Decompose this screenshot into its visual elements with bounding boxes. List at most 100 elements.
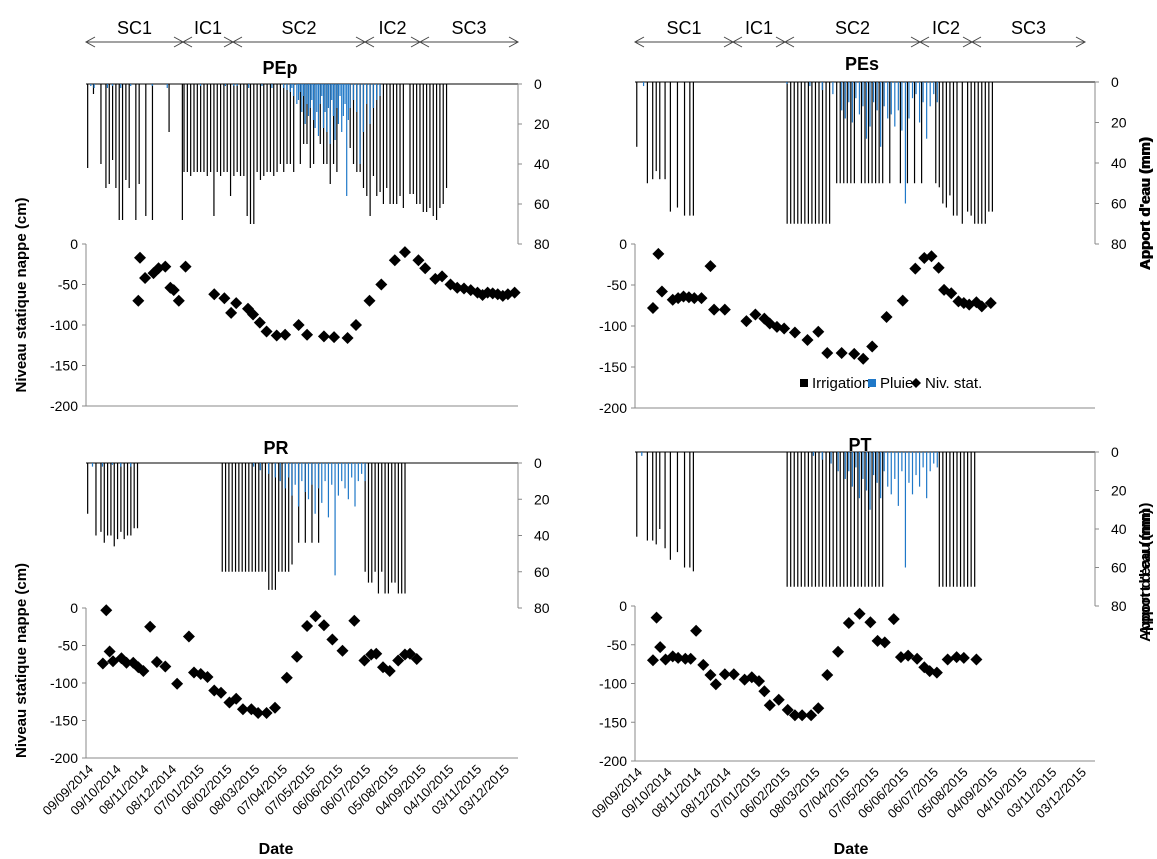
- x-axis-label: Date: [834, 841, 869, 858]
- level-point: [896, 294, 909, 307]
- level-point: [857, 352, 870, 365]
- level-tick-label: -200: [50, 398, 78, 414]
- level-point: [341, 331, 354, 344]
- level-point: [655, 285, 668, 298]
- level-point: [709, 678, 722, 691]
- water-tick-label: 0: [534, 455, 542, 471]
- water-tick-label: 20: [1111, 483, 1127, 499]
- panel-PR: PR0-50-100-150-20002040608009/09/201409/…: [13, 438, 1154, 858]
- phase-label: SC2: [835, 18, 870, 38]
- level-point: [100, 604, 113, 617]
- level-point: [326, 633, 339, 646]
- level-point: [230, 297, 243, 310]
- level-point: [772, 693, 785, 706]
- level-point: [821, 347, 834, 360]
- level-point: [410, 653, 423, 665]
- level-point: [218, 292, 231, 305]
- water-tick-label: 60: [1111, 560, 1127, 576]
- level-tick-label: -150: [599, 359, 627, 375]
- level-point: [292, 319, 305, 331]
- level-point: [684, 652, 697, 665]
- phase-arrowhead-left: [363, 36, 375, 48]
- phase-arrowhead-left: [231, 36, 243, 48]
- phase-label: SC1: [117, 18, 152, 38]
- x-axis-label: Date: [259, 841, 294, 858]
- panel-title: PEp: [262, 58, 297, 78]
- level-point: [812, 325, 825, 338]
- level-point: [970, 653, 983, 666]
- level-point: [167, 284, 180, 297]
- level-point: [317, 330, 330, 343]
- level-point: [864, 616, 877, 629]
- level-point: [704, 260, 717, 273]
- level-point: [120, 656, 133, 669]
- level-point: [208, 288, 221, 301]
- water-tick-label: 80: [534, 236, 550, 252]
- y-right-label: Apport d'eau (mm): [1137, 503, 1154, 636]
- level-point: [159, 660, 172, 673]
- phase-arrowhead-left: [418, 36, 430, 48]
- phase-label: SC1: [666, 18, 701, 38]
- level-point: [336, 644, 349, 657]
- level-point: [842, 617, 855, 630]
- panel-title: PT: [848, 435, 871, 455]
- level-point: [654, 641, 667, 654]
- level-tick-label: -100: [599, 676, 627, 692]
- level-point: [652, 247, 665, 260]
- phase-label: IC1: [745, 18, 773, 38]
- level-point: [179, 260, 192, 273]
- level-point: [975, 300, 988, 313]
- panel-PEp: PEp 0 -50 -100 -150 -200 0 20 40 60 80 SC1 IC1 SC2 IC2…: [13, 18, 1154, 414]
- phase-arrowhead-left: [84, 36, 96, 48]
- level-point: [215, 686, 227, 699]
- level-tick-label: -200: [599, 753, 627, 769]
- phase-arrowhead-left: [783, 36, 795, 48]
- phase-arrowhead-left: [970, 36, 982, 48]
- level-point: [132, 294, 145, 307]
- panel-PT: PT0-50-100-150-20002040608009/09/201409/…: [588, 435, 1154, 858]
- level-point: [201, 671, 214, 683]
- level-tick-label: 0: [619, 598, 627, 614]
- level-tick-label: -50: [58, 638, 78, 654]
- level-point: [144, 620, 157, 633]
- level-point: [690, 624, 703, 637]
- level-point: [781, 703, 794, 716]
- phase-label: SC2: [281, 18, 316, 38]
- level-point: [301, 620, 314, 632]
- level-point: [902, 649, 915, 662]
- level-point: [280, 671, 293, 684]
- level-point: [348, 614, 361, 627]
- level-point: [650, 611, 663, 624]
- level-point: [718, 303, 731, 316]
- water-tick-label: 40: [534, 528, 550, 544]
- level-point: [159, 260, 172, 273]
- level-point: [225, 306, 238, 319]
- level-tick-label: 0: [70, 236, 78, 252]
- level-tick-label: -150: [50, 358, 78, 374]
- level-point: [383, 665, 396, 677]
- phase-label: IC1: [194, 18, 222, 38]
- level-point: [358, 654, 371, 667]
- level-point: [801, 333, 814, 346]
- level-point: [796, 709, 809, 722]
- water-tick-label: 40: [534, 156, 550, 172]
- level-tick-label: -100: [50, 317, 78, 333]
- level-point: [763, 699, 776, 712]
- level-point: [880, 310, 893, 323]
- level-tick-label: -100: [50, 675, 78, 691]
- level-point: [672, 651, 685, 664]
- water-tick-label: 40: [1111, 155, 1127, 171]
- y-right-label: Apport d'eau (mm): [1137, 137, 1154, 270]
- level-point: [392, 654, 405, 667]
- level-point: [370, 647, 383, 660]
- phase-arrowhead-left: [731, 36, 743, 48]
- panel-PEs: PEs 0 -50 -100 -150 -200 0 20 40 60 80 SC1 IC1 SC2 IC2…: [599, 18, 1154, 416]
- level-tick-label: -200: [50, 750, 78, 766]
- level-point: [375, 278, 388, 291]
- level-point: [419, 262, 432, 275]
- y-left-label: Niveau statique nappe (cm): [13, 563, 30, 758]
- level-point: [821, 668, 834, 681]
- y-right-label: Apport d'eau (mm): [1137, 509, 1154, 642]
- water-tick-label: 20: [534, 116, 550, 132]
- level-tick-label: 0: [70, 600, 78, 616]
